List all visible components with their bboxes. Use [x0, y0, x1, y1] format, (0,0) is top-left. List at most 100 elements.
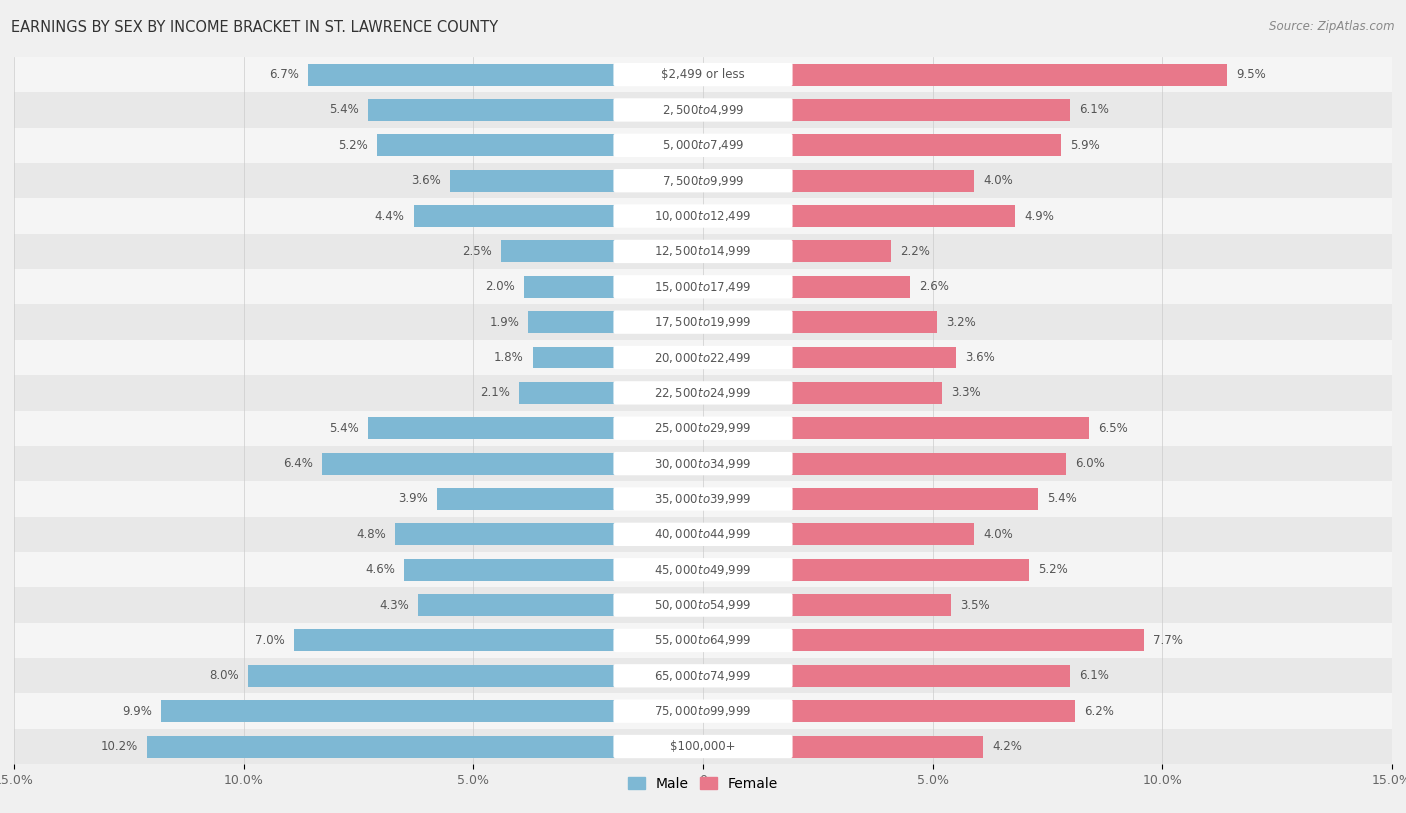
Bar — [790, 99, 1070, 121]
Text: 3.5%: 3.5% — [960, 598, 990, 611]
Bar — [790, 453, 1066, 475]
Bar — [790, 629, 1144, 651]
Text: $15,000 to $17,499: $15,000 to $17,499 — [654, 280, 752, 293]
Bar — [533, 346, 616, 368]
Bar — [14, 92, 1392, 128]
Bar — [14, 587, 1392, 623]
Text: 6.1%: 6.1% — [1080, 669, 1109, 682]
Text: 6.5%: 6.5% — [1098, 422, 1128, 435]
Text: $45,000 to $49,999: $45,000 to $49,999 — [654, 563, 752, 576]
Text: 3.2%: 3.2% — [946, 315, 976, 328]
FancyBboxPatch shape — [613, 275, 793, 298]
Bar — [322, 453, 616, 475]
FancyBboxPatch shape — [613, 628, 793, 652]
Bar — [790, 665, 1070, 687]
Text: 6.2%: 6.2% — [1084, 705, 1114, 718]
FancyBboxPatch shape — [613, 311, 793, 334]
Text: $75,000 to $99,999: $75,000 to $99,999 — [654, 704, 752, 718]
Bar — [14, 729, 1392, 764]
Bar — [14, 446, 1392, 481]
Bar — [14, 376, 1392, 411]
Bar — [790, 63, 1226, 85]
Text: $35,000 to $39,999: $35,000 to $39,999 — [654, 492, 752, 506]
Bar — [249, 665, 616, 687]
FancyBboxPatch shape — [613, 346, 793, 369]
Text: 3.6%: 3.6% — [965, 351, 994, 364]
Text: $30,000 to $34,999: $30,000 to $34,999 — [654, 457, 752, 471]
FancyBboxPatch shape — [613, 593, 793, 617]
Text: $55,000 to $64,999: $55,000 to $64,999 — [654, 633, 752, 647]
Bar — [14, 163, 1392, 198]
FancyBboxPatch shape — [613, 487, 793, 511]
Text: 9.9%: 9.9% — [122, 705, 152, 718]
Text: 5.2%: 5.2% — [337, 139, 368, 152]
Text: EARNINGS BY SEX BY INCOME BRACKET IN ST. LAWRENCE COUNTY: EARNINGS BY SEX BY INCOME BRACKET IN ST.… — [11, 20, 498, 35]
Bar — [395, 524, 616, 546]
Text: 6.4%: 6.4% — [283, 457, 312, 470]
Bar — [14, 57, 1392, 92]
Bar — [14, 552, 1392, 587]
FancyBboxPatch shape — [613, 204, 793, 228]
Text: $2,500 to $4,999: $2,500 to $4,999 — [662, 103, 744, 117]
Bar — [405, 559, 616, 580]
Bar — [501, 241, 616, 263]
FancyBboxPatch shape — [613, 240, 793, 263]
Bar — [790, 241, 891, 263]
Text: 4.2%: 4.2% — [993, 740, 1022, 753]
Bar — [790, 524, 974, 546]
FancyBboxPatch shape — [613, 381, 793, 405]
Bar — [14, 693, 1392, 729]
Text: 10.2%: 10.2% — [101, 740, 138, 753]
Text: $40,000 to $44,999: $40,000 to $44,999 — [654, 528, 752, 541]
Text: 4.6%: 4.6% — [366, 563, 395, 576]
Bar — [14, 481, 1392, 517]
Text: $10,000 to $12,499: $10,000 to $12,499 — [654, 209, 752, 223]
Text: 7.0%: 7.0% — [256, 634, 285, 647]
Bar — [14, 340, 1392, 375]
Bar — [14, 233, 1392, 269]
FancyBboxPatch shape — [613, 558, 793, 581]
Bar — [14, 269, 1392, 304]
Text: $17,500 to $19,999: $17,500 to $19,999 — [654, 315, 752, 329]
Bar — [308, 63, 616, 85]
Bar — [14, 411, 1392, 446]
Bar — [418, 594, 616, 616]
Bar — [524, 276, 616, 298]
Bar — [790, 134, 1062, 156]
Bar — [413, 205, 616, 227]
FancyBboxPatch shape — [613, 98, 793, 122]
Text: 2.5%: 2.5% — [463, 245, 492, 258]
Text: $50,000 to $54,999: $50,000 to $54,999 — [654, 598, 752, 612]
FancyBboxPatch shape — [613, 699, 793, 723]
FancyBboxPatch shape — [613, 523, 793, 546]
Text: $22,500 to $24,999: $22,500 to $24,999 — [654, 386, 752, 400]
Text: 3.6%: 3.6% — [412, 174, 441, 187]
Bar — [14, 128, 1392, 163]
Text: 5.9%: 5.9% — [1070, 139, 1099, 152]
Text: 2.1%: 2.1% — [481, 386, 510, 399]
Bar — [790, 311, 938, 333]
Bar — [529, 311, 616, 333]
Legend: Male, Female: Male, Female — [623, 771, 783, 796]
Bar — [790, 417, 1088, 439]
FancyBboxPatch shape — [613, 452, 793, 476]
Bar — [368, 99, 616, 121]
Bar — [790, 170, 974, 192]
Text: 1.9%: 1.9% — [489, 315, 519, 328]
Bar — [14, 304, 1392, 340]
Text: $65,000 to $74,999: $65,000 to $74,999 — [654, 669, 752, 683]
FancyBboxPatch shape — [613, 664, 793, 688]
Text: 4.0%: 4.0% — [983, 528, 1012, 541]
Bar — [790, 382, 942, 404]
Text: 5.4%: 5.4% — [1047, 493, 1077, 506]
Text: $2,499 or less: $2,499 or less — [661, 68, 745, 81]
Bar — [14, 198, 1392, 234]
Text: 7.7%: 7.7% — [1153, 634, 1182, 647]
Text: 5.4%: 5.4% — [329, 103, 359, 116]
Bar — [14, 517, 1392, 552]
FancyBboxPatch shape — [613, 735, 793, 759]
Text: $12,500 to $14,999: $12,500 to $14,999 — [654, 245, 752, 259]
Bar — [437, 488, 616, 510]
Text: 4.9%: 4.9% — [1025, 210, 1054, 223]
Bar — [790, 594, 950, 616]
